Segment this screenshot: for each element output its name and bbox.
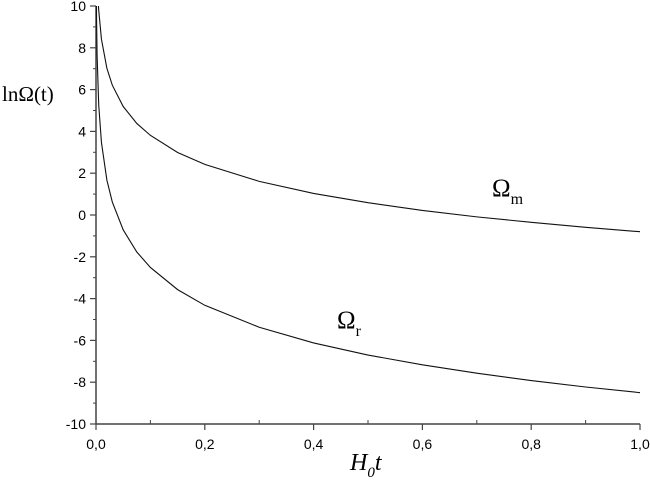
y-tick-label: -8 (74, 374, 87, 390)
y-tick-label: 4 (78, 123, 86, 139)
series-label-omega-r: Ωr (337, 307, 362, 340)
y-tick-label: -4 (74, 291, 87, 307)
x-axis-label-main: H (349, 450, 369, 476)
y-tick-label: 6 (78, 82, 86, 98)
series-label-omega-m: Ωm (492, 175, 524, 208)
series-line-omega-r (95, 5, 641, 394)
y-tick-label: 0 (78, 207, 86, 223)
series-line-omega-m (97, 5, 641, 233)
x-tick-label: 0,0 (86, 436, 106, 452)
series-label-omega-r-sub: r (356, 323, 362, 340)
axes: -10 -8 -6 -4 -2 0 2 4 6 8 10 0,0 0,2 0,4 0,6 0,8 1,0 (66, 0, 650, 452)
series-label-omega-m-main: Ω (492, 175, 511, 202)
series-label-omega-r-main: Ω (337, 307, 356, 334)
x-tick-label: 0,4 (304, 436, 324, 452)
x-axis-label-tail: t (375, 450, 383, 476)
x-tick-label: 0,8 (521, 436, 541, 452)
x-axis-label-sub: 0 (367, 465, 375, 481)
x-tick-label: 1,0 (630, 436, 650, 452)
y-tick-label: -10 (66, 416, 86, 432)
x-tick-label: 0,6 (413, 436, 433, 452)
y-tick-label: 2 (78, 165, 86, 181)
y-axis-label: lnΩ(t) (2, 82, 54, 106)
y-tick-label: 8 (78, 40, 86, 56)
curves (95, 5, 641, 394)
series-label-omega-m-sub: m (511, 191, 524, 208)
y-tick-label: 10 (70, 0, 86, 14)
x-axis-label: H0t (349, 450, 383, 481)
x-tick-label: 0,2 (195, 436, 215, 452)
y-tick-label: -6 (74, 332, 87, 348)
y-tick-label: -2 (74, 249, 87, 265)
